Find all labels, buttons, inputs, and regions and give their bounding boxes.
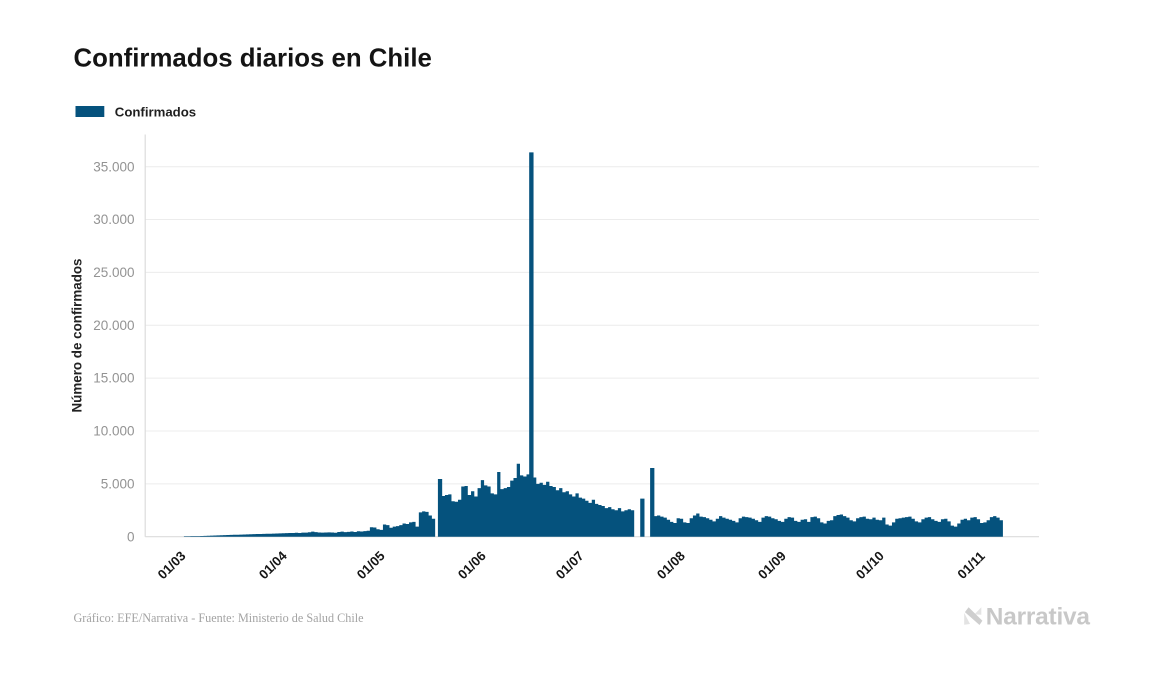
svg-text:Número de confirmados: Número de confirmados [69,258,84,412]
svg-text:10.000: 10.000 [93,424,134,439]
svg-text:Confirmados: Confirmados [115,104,196,119]
svg-text:30.000: 30.000 [93,212,134,227]
svg-text:Confirmados diarios en Chile: Confirmados diarios en Chile [74,45,432,73]
svg-text:Narrativa: Narrativa [986,603,1091,630]
svg-text:15.000: 15.000 [93,371,134,386]
svg-text:0: 0 [127,529,135,544]
svg-text:Gráfico: EFE/Narrativa - Fuent: Gráfico: EFE/Narrativa - Fuente: Ministe… [74,611,364,625]
svg-text:35.000: 35.000 [93,159,134,174]
svg-text:5.000: 5.000 [101,476,135,491]
svg-text:20.000: 20.000 [93,318,134,333]
svg-text:25.000: 25.000 [93,265,134,280]
